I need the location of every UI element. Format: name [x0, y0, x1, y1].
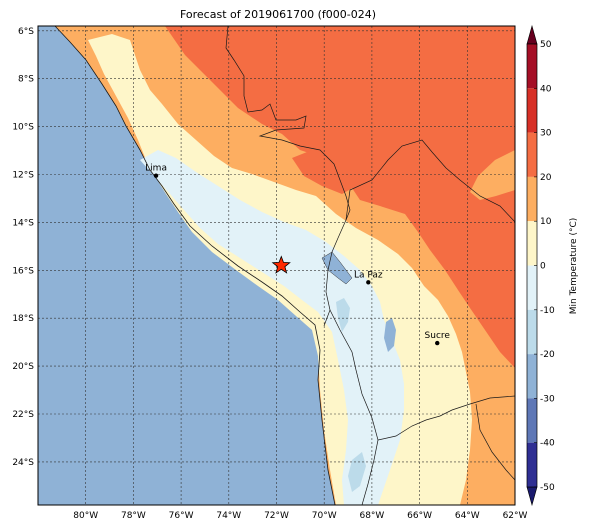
temperature-zone-east-20-30: [470, 150, 515, 200]
latitude-tick-label: 16°S: [12, 266, 34, 276]
colorbar-band: [527, 398, 537, 443]
temperature-zone-minus20-minus10-south: [384, 318, 396, 352]
longitude-tick-label: 76°W: [169, 511, 194, 521]
border-chile-argentina: [361, 439, 379, 505]
city-label: Sucre: [425, 331, 451, 341]
colorbar-tick-label: -20: [540, 350, 555, 360]
colorbar-max-extend: [526, 24, 538, 45]
colorbar-band: [527, 309, 537, 355]
colorbar-tick-label: 20: [540, 173, 552, 183]
border-bolivia-brazil: [345, 139, 515, 223]
colorbar-band: [527, 88, 537, 133]
temperature-zone-minus10-0: [140, 150, 404, 505]
colorbar-band: [527, 442, 537, 487]
colorbar-tick-label: 50: [540, 40, 552, 50]
latitude-tick-label: 22°S: [12, 410, 34, 420]
latitude-tick-label: 18°S: [12, 314, 34, 324]
longitude-tick-label: 80°W: [73, 511, 98, 521]
figure-title: Forecast of 2019061700 (f000-024): [180, 8, 376, 21]
colorbar: 50 40 30 20 10 0 -10 -20 -30 -40 -50: [526, 24, 555, 507]
colorbar-band: [527, 265, 537, 310]
temperature-zone-minus20-minus10: [336, 298, 350, 332]
city-dot: [366, 280, 371, 285]
temperature-zone-minus20-minus10-south2: [348, 452, 366, 492]
graticule: [38, 26, 516, 505]
latitude-tick-label: 20°S: [12, 362, 34, 372]
latitude-tick-label: 12°S: [12, 170, 34, 180]
border-bolivia-argentina: [377, 395, 515, 441]
latitude-tick-label: 14°S: [12, 218, 34, 228]
border-peru-brazil: [225, 26, 351, 221]
city-label: Lima: [145, 164, 167, 174]
longitude-tick-label: 62°W: [503, 511, 528, 521]
latitude-tick-labels: 6°S 8°S 10°S 12°S 14°S 16°S 18°S 20°S 22°S 24°S: [12, 27, 34, 468]
longitude-tick-label: 74°W: [216, 511, 241, 521]
latitude-tick-label: 10°S: [12, 123, 34, 133]
latitude-tick-label: 24°S: [12, 458, 34, 468]
lake-titicaca: [321, 251, 353, 285]
colorbar-tick-label: -10: [540, 306, 555, 316]
colorbar-band: [527, 132, 537, 177]
location-star-marker: [271, 255, 291, 274]
border-argentina-paraguay: [475, 403, 515, 481]
longitude-tick-label: 66°W: [407, 511, 432, 521]
colorbar-tick-label: -40: [540, 439, 555, 449]
city-markers: Lima La Paz Sucre: [145, 164, 450, 346]
colorbar-band: [527, 221, 537, 266]
colorbar-label: Min Temperature (°C): [569, 218, 579, 315]
colorbar-band: [527, 176, 537, 222]
map-frame: [37, 25, 516, 506]
colorbar-tick-label: 10: [540, 217, 552, 227]
colorbar-tick-label: 0: [540, 262, 546, 272]
latitude-tick-label: 8°S: [18, 75, 34, 85]
longitude-tick-label: 64°W: [455, 511, 480, 521]
city-dot: [153, 173, 159, 178]
longitude-tick-label: 70°W: [312, 511, 337, 521]
colorbar-tick-label: -30: [540, 394, 555, 404]
longitude-tick-label: 78°W: [121, 511, 146, 521]
longitude-tick-labels: 80°W 78°W 76°W 74°W 72°W 70°W 68°W 66°W 64°W 62°W: [73, 511, 527, 521]
city-label: La Paz: [354, 270, 383, 280]
colorbar-band: [527, 354, 537, 399]
colorbar-tick-label: 30: [540, 129, 552, 139]
colorbar-tick-label: 40: [540, 84, 552, 94]
latitude-tick-label: 6°S: [18, 27, 34, 37]
colorbar-band: [527, 44, 537, 89]
longitude-tick-label: 72°W: [264, 511, 289, 521]
longitude-tick-label: 68°W: [359, 511, 384, 521]
colorbar-min-extend: [526, 486, 538, 507]
coastline: [54, 26, 336, 505]
colorbar-tick-label: -50: [540, 483, 555, 493]
city-dot: [435, 340, 440, 346]
